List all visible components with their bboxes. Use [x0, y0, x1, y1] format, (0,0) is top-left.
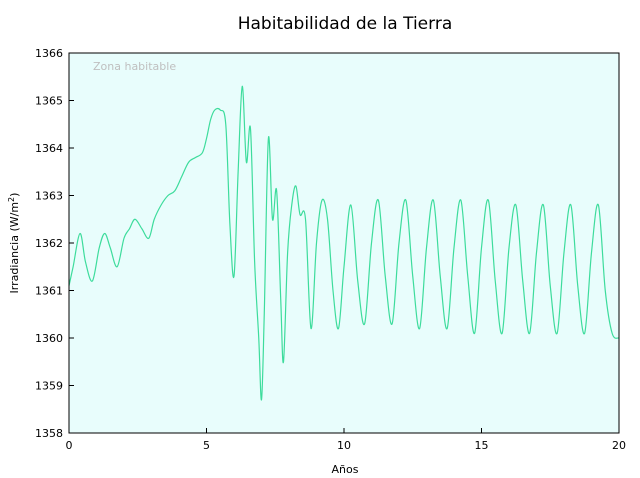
y-axis-label-superscript: 2	[7, 197, 16, 202]
x-tick-label: 10	[337, 439, 351, 452]
zone-label: Zona habitable	[93, 60, 176, 73]
irradiance-series-line	[68, 85, 620, 401]
y-tick-label: 1364	[35, 142, 63, 155]
y-axis-label: Irradiancia (W/m2)	[7, 193, 22, 294]
y-tick-label: 1359	[35, 380, 63, 393]
y-tick-label: 1365	[35, 95, 63, 108]
y-tick-label: 1361	[35, 285, 63, 298]
x-axis: 0 5 10 15 20	[66, 428, 626, 452]
x-axis-label: Años	[332, 463, 359, 476]
chart-title: Habitabilidad de la Tierra	[238, 14, 453, 34]
x-tick-label: 5	[203, 439, 210, 452]
y-axis-label-main: Irradiancia (W/m	[8, 202, 21, 294]
x-tick-label: 0	[66, 439, 73, 452]
x-tick-label: 20	[612, 439, 626, 452]
y-axis-label-close: )	[8, 193, 21, 197]
y-axis: 1358 1359 1360 1361 1362 1363 1364 1365 1366	[35, 47, 74, 440]
x-tick-label: 15	[475, 439, 489, 452]
y-tick-label: 1360	[35, 332, 63, 345]
plot-frame	[68, 52, 620, 434]
y-tick-label: 1358	[35, 427, 63, 440]
plot-area	[69, 53, 619, 433]
y-tick-label: 1366	[35, 47, 63, 60]
y-tick-label: 1362	[35, 237, 63, 250]
y-tick-label: 1363	[35, 190, 63, 203]
